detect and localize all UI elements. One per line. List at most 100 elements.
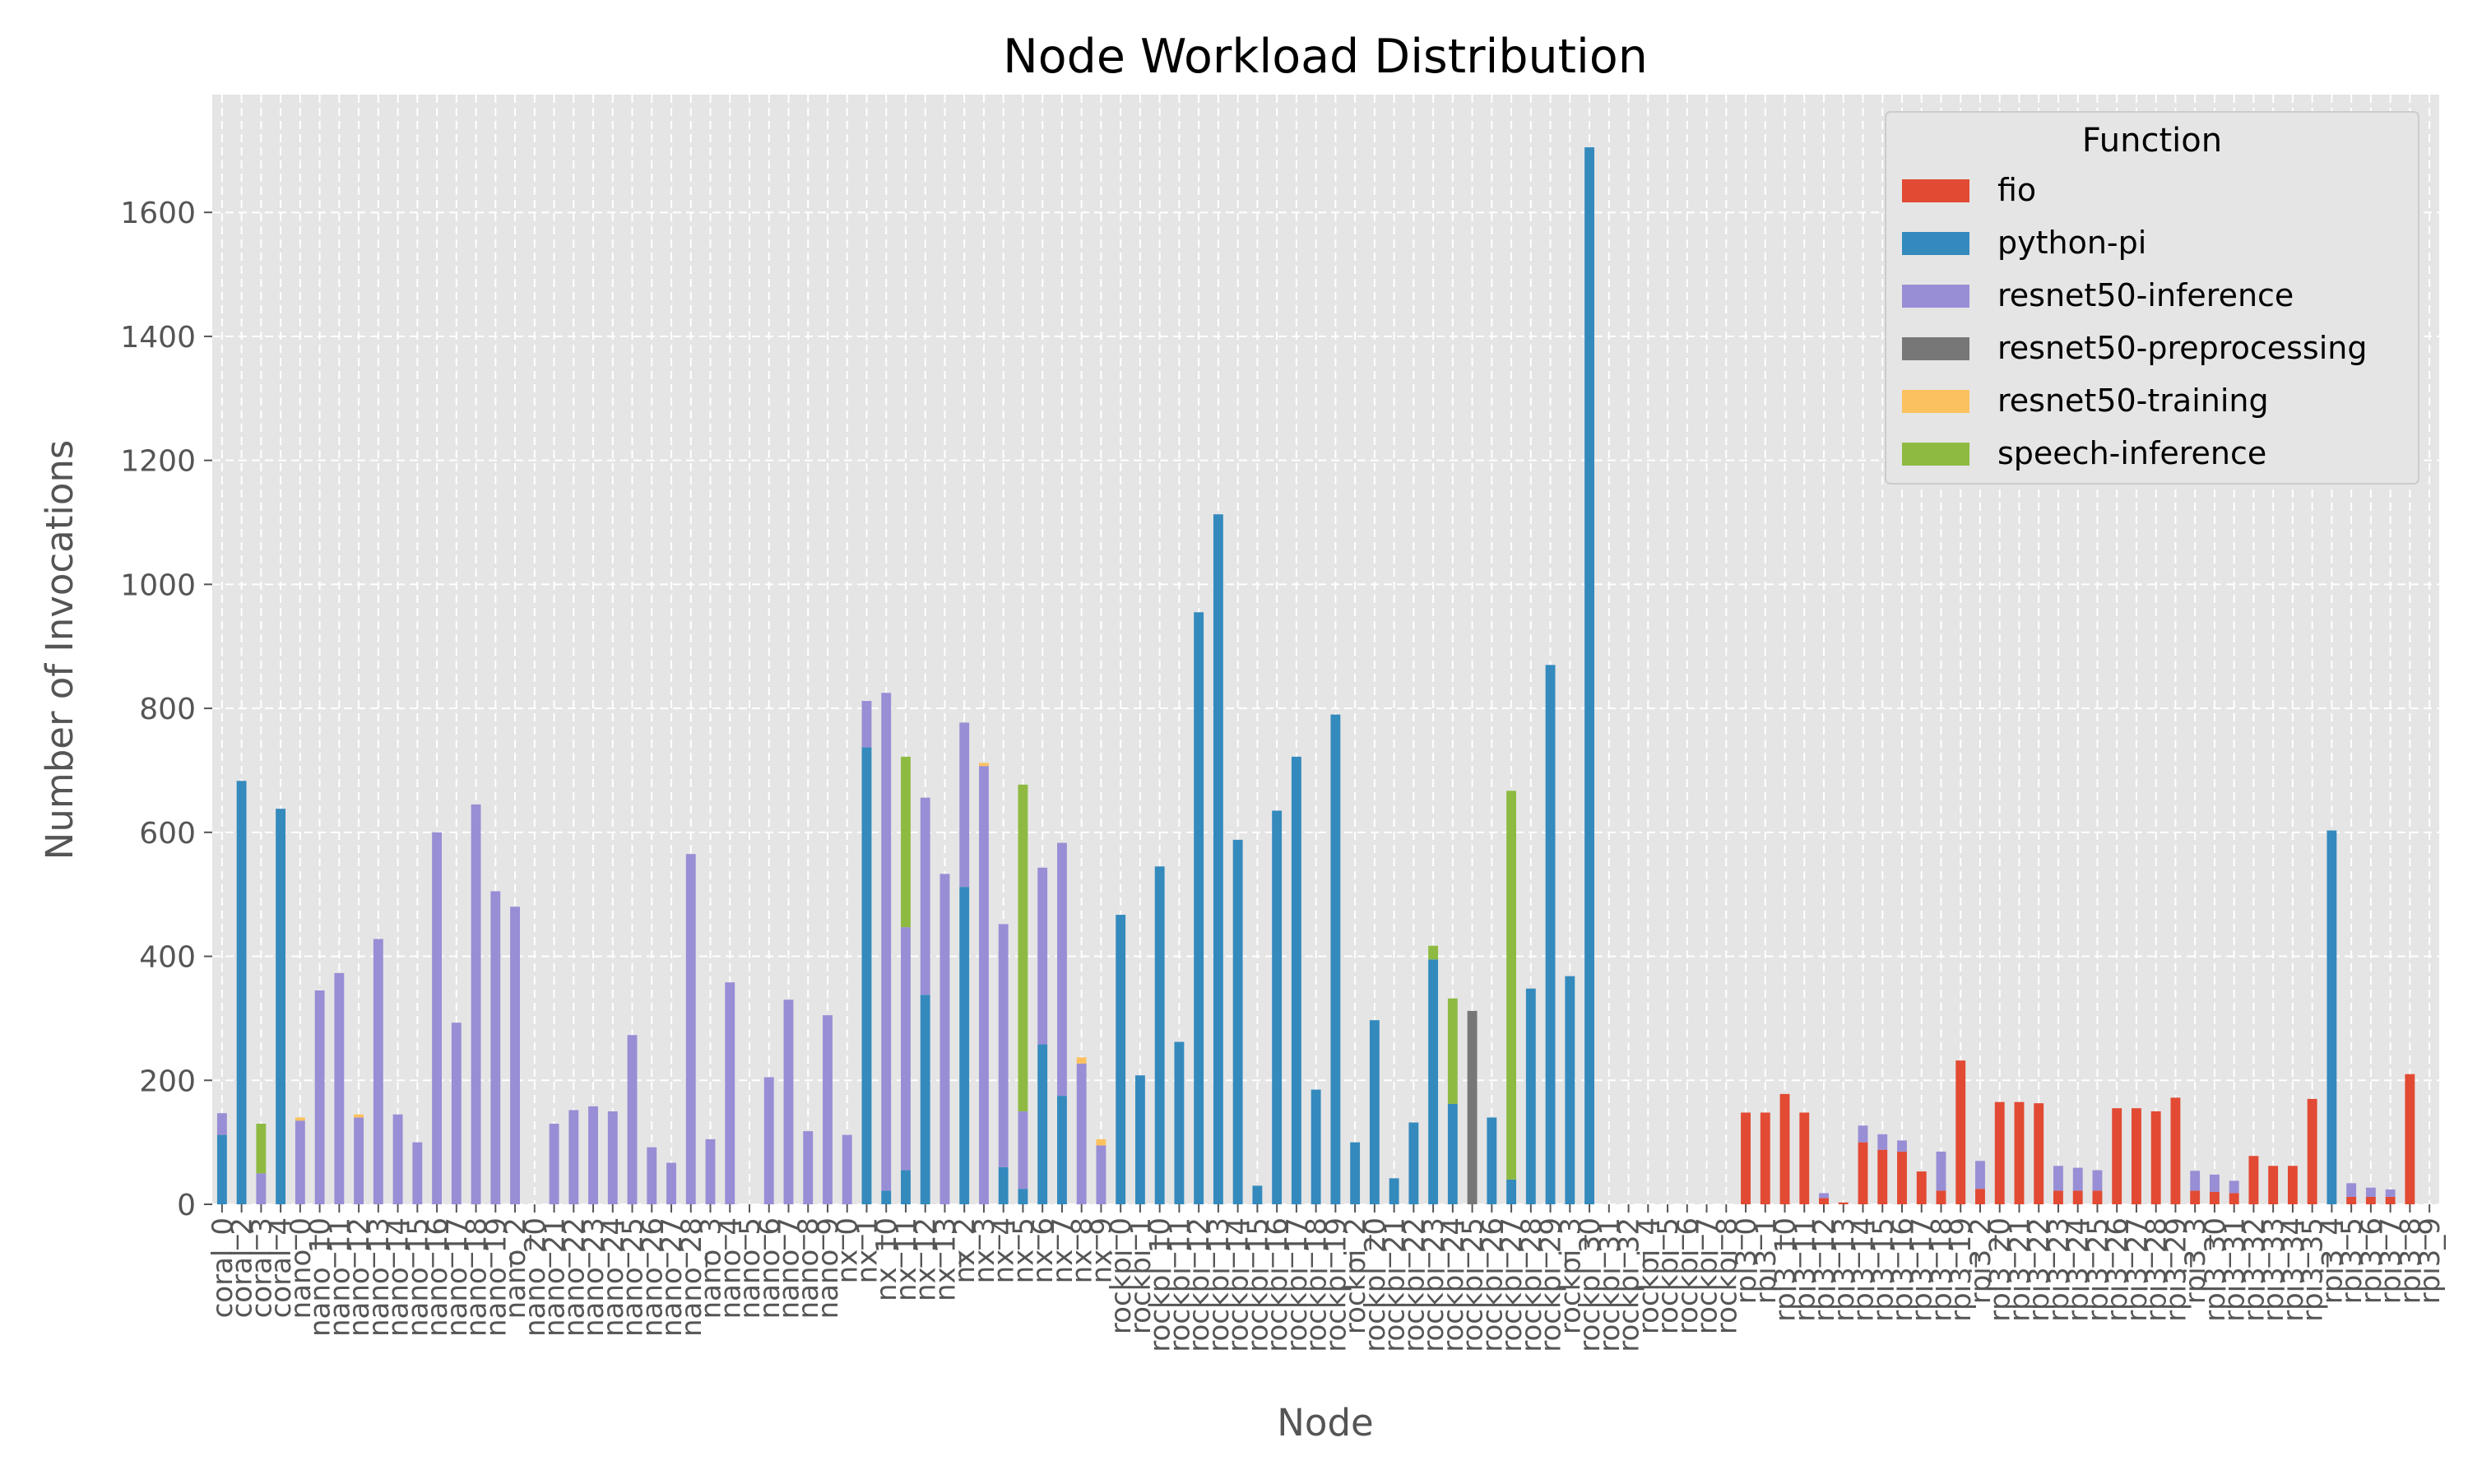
bar-segment-speech-inference [256,1124,267,1174]
x-tick-label: nx_2 [949,1217,981,1283]
bar-segment-resnet50-inference [783,999,794,1204]
legend-swatch-python-pi [1902,232,1969,255]
bar-segment-python-pi [1154,866,1165,1204]
x-tick-label: rockpi_12 [1183,1217,1216,1352]
bar-segment-speech-inference [1018,784,1028,1111]
x-tick-label: rockpi_24 [1437,1217,1470,1352]
bar-segment-fio [2268,1166,2279,1204]
bar-segment-fio [2287,1166,2298,1204]
bar-segment-python-pi [959,887,970,1204]
bar-segment-python-pi [216,1134,227,1204]
x-tick-label: nano_8 [792,1217,825,1319]
y-tick-label: 200 [139,1064,196,1098]
bar-segment-python-pi [1272,810,1283,1204]
x-tick-label: rockpi_7 [1691,1217,1724,1334]
x-tick-label: nano_12 [343,1217,376,1337]
bar-segment-resnet50-inference [354,1117,364,1204]
x-tick-label: rpi3_26 [2101,1217,2134,1322]
bar-segment-fio [1741,1112,1751,1204]
bar-segment-resnet50-inference [920,797,930,995]
bar-segment-python-pi [1056,1096,1067,1204]
x-tick-label: rockpi_10 [1144,1217,1177,1352]
legend-swatch-resnet50-preprocessing [1902,337,1969,360]
x-tick-label: nx_12 [910,1217,943,1301]
bar-segment-python-pi [1018,1189,1028,1204]
x-tick-label: rockpi_3 [1554,1217,1587,1334]
bar-segment-python-pi [1330,714,1341,1204]
bar-segment-resnet50-training [1076,1057,1087,1064]
bar-segment-fio [1897,1151,1907,1204]
legend-title: Function [2082,122,2222,160]
bar-segment-resnet50-training [295,1117,305,1121]
bar-segment-resnet50-inference [803,1131,814,1204]
x-tick-label: nx_4 [988,1217,1021,1283]
x-tick-label: rpi3_17 [1906,1217,1939,1322]
x-tick-label: rockpi_28 [1515,1217,1548,1352]
bar-segment-resnet50-inference [647,1147,657,1204]
bar-segment-python-pi [1291,756,1301,1204]
x-tick-label: rpi3_34 [2277,1217,2310,1322]
x-tick-label: rpi3_29 [2160,1217,2192,1322]
x-tick-label: nano_9 [812,1217,845,1319]
x-tick-label: coral_2 [226,1217,259,1318]
bar-segment-resnet50-training [354,1114,364,1118]
x-tick-label: nano_25 [617,1217,650,1337]
x-tick-label: rpi3_23 [2043,1217,2076,1322]
bar-segment-resnet50-preprocessing [1467,1010,1478,1204]
x-tick-label: rockpi_1 [1125,1217,1157,1334]
legend-items: fio python-pi resnet50-inference resnet50-p… [1902,172,2367,471]
bar-segment-resnet50-inference [1037,867,1048,1045]
x-tick-label: nx_5 [1007,1217,1040,1283]
bar-segment-resnet50-inference [666,1162,676,1204]
x-tick-label: rockpi_29 [1535,1217,1568,1352]
bar-segment-fio [2248,1156,2259,1204]
bar-segment-resnet50-inference [490,891,501,1204]
bar-segment-resnet50-inference [256,1173,267,1204]
bar-segment-fio [1760,1112,1770,1204]
bar-segment-speech-inference [1428,945,1439,960]
x-tick-label: rpi3_3 [2179,1217,2212,1304]
bar-segment-python-pi [1428,959,1439,1204]
bar-segment-python-pi [920,995,930,1204]
x-tick-label: nano_26 [636,1217,669,1337]
x-tick-label: nano_3 [695,1217,728,1319]
bar-segment-resnet50-training [1096,1139,1106,1146]
bar-segment-python-pi [1545,665,1556,1204]
x-tick-label: nano_7 [772,1217,805,1319]
x-tick-label: rockpi_5 [1652,1217,1685,1334]
x-tick-label: rockpi_32 [1613,1217,1646,1352]
legend-swatch-speech-inference [1902,443,1969,466]
y-tick-label: 1600 [120,197,196,230]
x-tick-label: rpi3_21 [2003,1217,2036,1322]
bar-segment-resnet50-inference [901,927,911,1171]
bar-segment-fio [2190,1190,2201,1204]
x-tick-label: nano_13 [363,1217,396,1337]
x-tick-label: rpi3_25 [2081,1217,2114,1322]
x-tick-label: nx_0 [832,1217,865,1283]
x-tick-label: nx_1 [851,1217,884,1283]
bar-segment-python-pi [1213,514,1223,1204]
bar-segment-python-pi [1408,1122,1419,1204]
x-tick-label: nano_22 [558,1217,591,1337]
x-tick-label: coral_4 [265,1217,298,1318]
bar-segment-resnet50-inference [412,1142,423,1204]
bar-segment-python-pi [1194,612,1204,1204]
bar-segment-resnet50-inference [763,1077,774,1204]
bar-segment-fio [2405,1074,2415,1204]
x-tick-label: rockpi_13 [1203,1217,1236,1352]
x-tick-label: rpi3_22 [2023,1217,2056,1322]
bar-segment-resnet50-inference [588,1106,598,1204]
x-tick-label: nano_21 [539,1217,572,1337]
x-tick-label: nano_0 [285,1217,318,1319]
bar-segment-resnet50-inference [432,832,443,1204]
bar-segment-python-pi [901,1170,911,1204]
x-tick-label: rockpi_30 [1574,1217,1607,1352]
bar-segment-resnet50-inference [823,1015,833,1204]
bar-segment-python-pi [1369,1020,1380,1204]
y-tick-label: 1000 [120,568,196,602]
x-tick-label: rockpi_23 [1417,1217,1450,1352]
legend-label-resnet50-inference: resnet50-inference [1997,277,2294,313]
bar-segment-resnet50-inference [451,1023,462,1204]
x-tick-label: rpi3_18 [1925,1217,1958,1322]
